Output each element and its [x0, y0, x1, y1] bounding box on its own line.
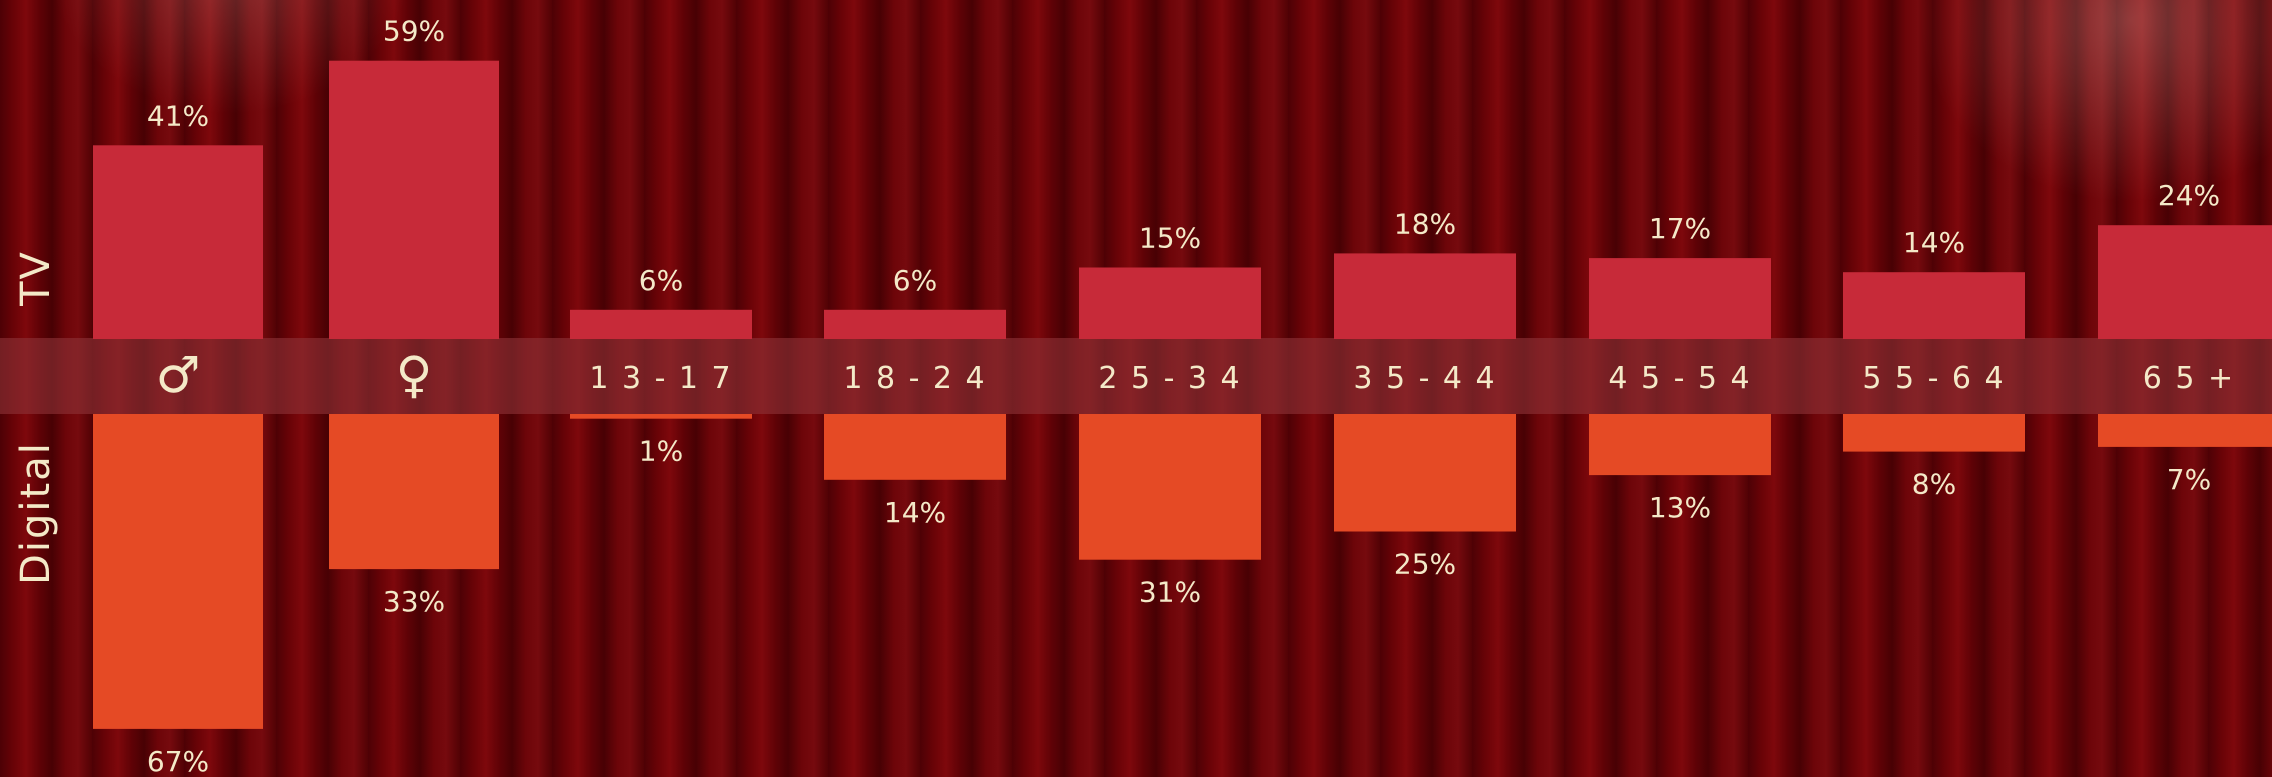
digital-value-label: 14% — [884, 496, 946, 529]
category-label: 6 5 + — [2143, 361, 2235, 396]
digital-bar — [1079, 414, 1261, 560]
tv-bar — [570, 309, 752, 339]
tv-bar — [1079, 267, 1261, 339]
digital-value-label: 33% — [383, 585, 445, 618]
tv-bar — [1334, 253, 1516, 339]
tv-value-label: 17% — [1649, 212, 1711, 245]
category-label: 5 5 - 6 4 — [1862, 361, 2005, 396]
female-icon: ♀ — [396, 346, 433, 404]
tv-value-label: 24% — [2158, 179, 2220, 212]
tv-bar — [824, 309, 1006, 339]
category-label: 1 3 - 1 7 — [589, 361, 732, 396]
tv-bar — [1589, 258, 1771, 339]
digital-bar — [329, 414, 499, 570]
digital-bar — [824, 414, 1006, 480]
tv-value-label: 6% — [639, 264, 683, 297]
category-label: 2 5 - 3 4 — [1098, 361, 1241, 396]
digital-bar — [1843, 414, 2025, 452]
tv-bar — [329, 60, 499, 339]
tv-value-label: 15% — [1139, 222, 1201, 255]
row-label-digital: Digital — [13, 441, 59, 585]
digital-value-label: 25% — [1394, 548, 1456, 581]
digital-value-label: 7% — [2167, 463, 2211, 496]
tv-value-label: 59% — [383, 15, 445, 48]
digital-bar — [1589, 414, 1771, 476]
tv-bar — [1843, 272, 2025, 339]
tv-bar — [93, 145, 263, 339]
tv-value-label: 18% — [1394, 207, 1456, 240]
digital-bar — [570, 414, 752, 419]
category-label: 4 5 - 5 4 — [1608, 361, 1751, 396]
category-band — [0, 338, 2272, 414]
digital-value-label: 8% — [1912, 468, 1956, 501]
digital-value-label: 67% — [147, 745, 209, 777]
digital-value-label: 13% — [1649, 491, 1711, 524]
male-icon: ♂ — [156, 346, 201, 404]
row-label-tv: TV — [13, 250, 59, 306]
category-label: 1 8 - 2 4 — [843, 361, 986, 396]
digital-value-label: 1% — [639, 435, 683, 468]
digital-bar — [93, 414, 263, 729]
category-label: 3 5 - 4 4 — [1353, 361, 1496, 396]
digital-bar — [1334, 414, 1516, 532]
digital-bar — [2098, 414, 2272, 447]
digital-value-label: 31% — [1139, 576, 1201, 609]
tv-bar — [2098, 225, 2272, 339]
tv-value-label: 14% — [1903, 226, 1965, 259]
tv-value-label: 6% — [893, 264, 937, 297]
tv-value-label: 41% — [147, 99, 209, 132]
